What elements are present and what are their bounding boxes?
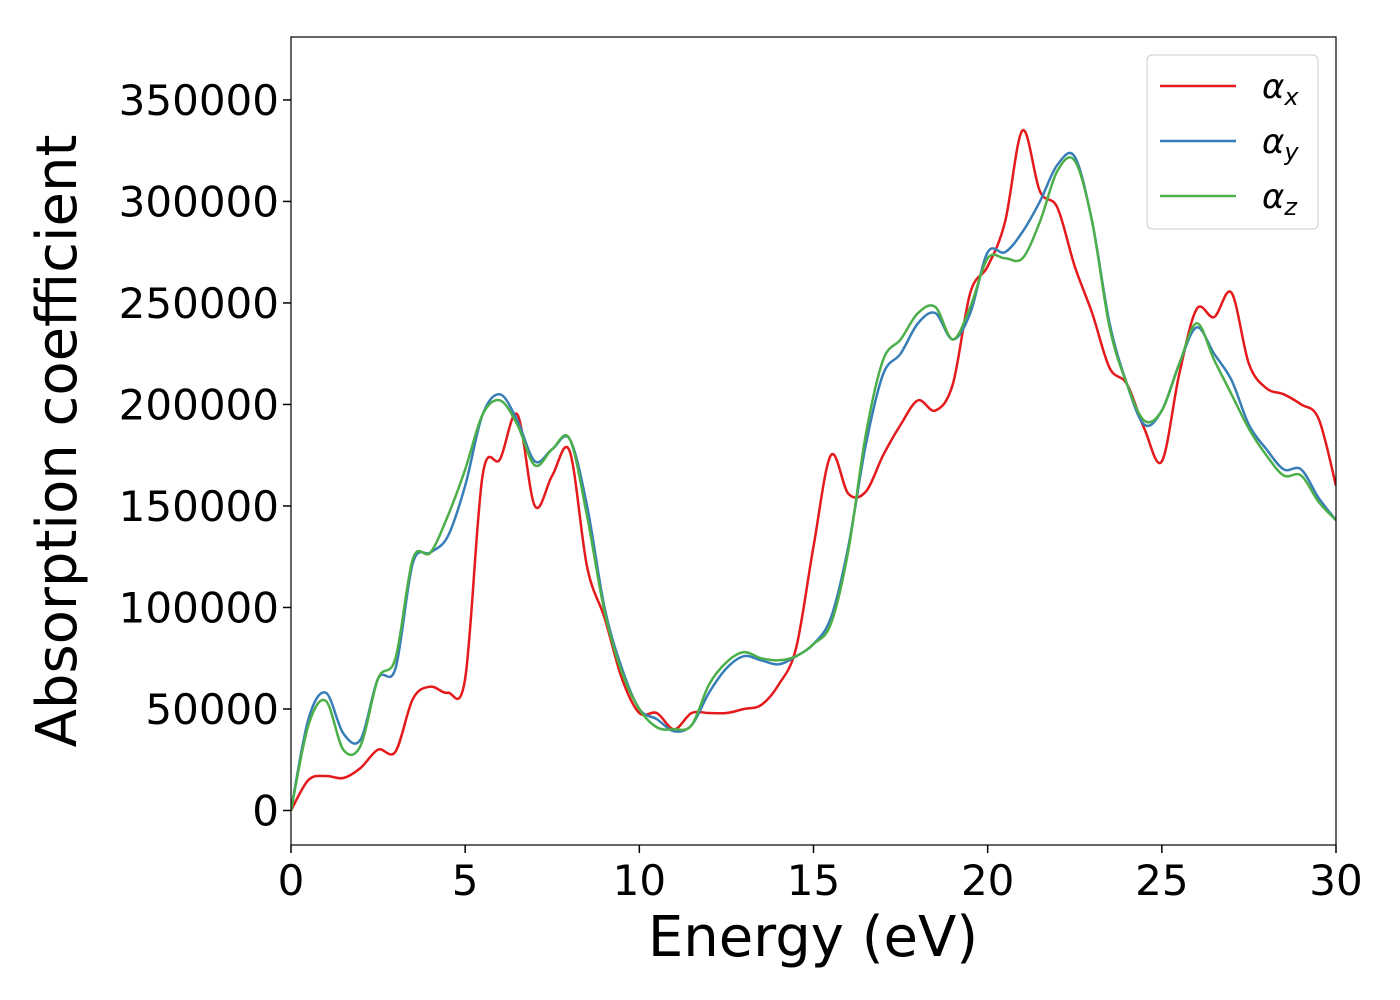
legend-label: αz: [1262, 177, 1298, 221]
x-tick-label: 20: [961, 856, 1014, 905]
x-axis-label: Energy (eV): [648, 905, 978, 970]
y-tick-label: 100000: [119, 583, 279, 632]
legend-label: αy: [1262, 122, 1299, 166]
y-tick-label: 150000: [119, 482, 279, 531]
x-tick-label: 10: [613, 856, 666, 905]
y-axis-label: Absorption coefficient: [25, 135, 90, 748]
series-line: [291, 129, 1336, 812]
y-tick-label: 50000: [145, 685, 279, 734]
x-tick-label: 15: [787, 856, 840, 905]
y-tick-label: 350000: [119, 76, 279, 125]
plot-frame: [290, 36, 1337, 846]
x-tick-label: 5: [452, 856, 479, 905]
series-line: [291, 156, 1336, 811]
x-tick-label: 30: [1309, 856, 1362, 905]
y-tick-label: 200000: [119, 380, 279, 429]
legend-label: αx: [1262, 67, 1299, 111]
x-tick-label: 0: [278, 856, 305, 905]
y-tick-label: 0: [252, 786, 279, 835]
series-line: [291, 151, 1336, 811]
x-tick-label: 25: [1135, 856, 1188, 905]
y-tick-label: 250000: [119, 279, 279, 328]
y-tick-label: 300000: [119, 177, 279, 226]
